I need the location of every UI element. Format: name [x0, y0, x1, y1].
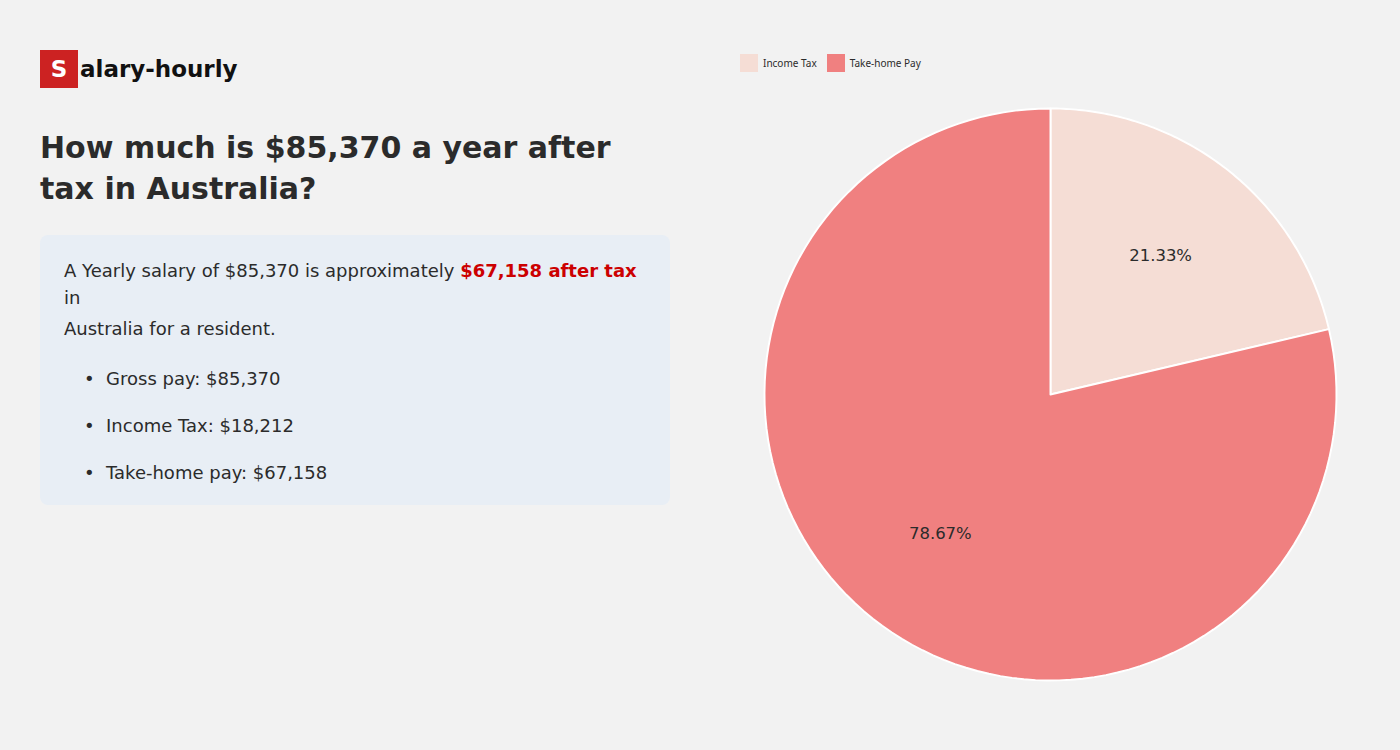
svg-text:78.67%: 78.67% [909, 524, 972, 543]
html-text:• Gross pay: $85,370: • Gross pay: $85,370 [84, 368, 281, 389]
html-text:Australia for a resident.: Australia for a resident. [64, 318, 276, 339]
html-text:Income Tax: Income Tax [763, 55, 817, 70]
html-text:alary-hourly: alary-hourly [80, 56, 238, 82]
html-text:How much is $85,370 a year aft: How much is $85,370 a year after tax in … [40, 130, 611, 206]
html-text:S: S [50, 56, 68, 82]
html-text:A Yearly salary of $85,370 is: A Yearly salary of $85,370 is approximat… [64, 260, 643, 308]
html-text:• Income Tax: $18,212: • Income Tax: $18,212 [84, 415, 294, 436]
html-text:Take-home Pay: Take-home Pay [849, 55, 921, 70]
svg-text:21.33%: 21.33% [1129, 246, 1192, 265]
html-text:• Take-home pay: $67,158: • Take-home pay: $67,158 [84, 462, 328, 483]
